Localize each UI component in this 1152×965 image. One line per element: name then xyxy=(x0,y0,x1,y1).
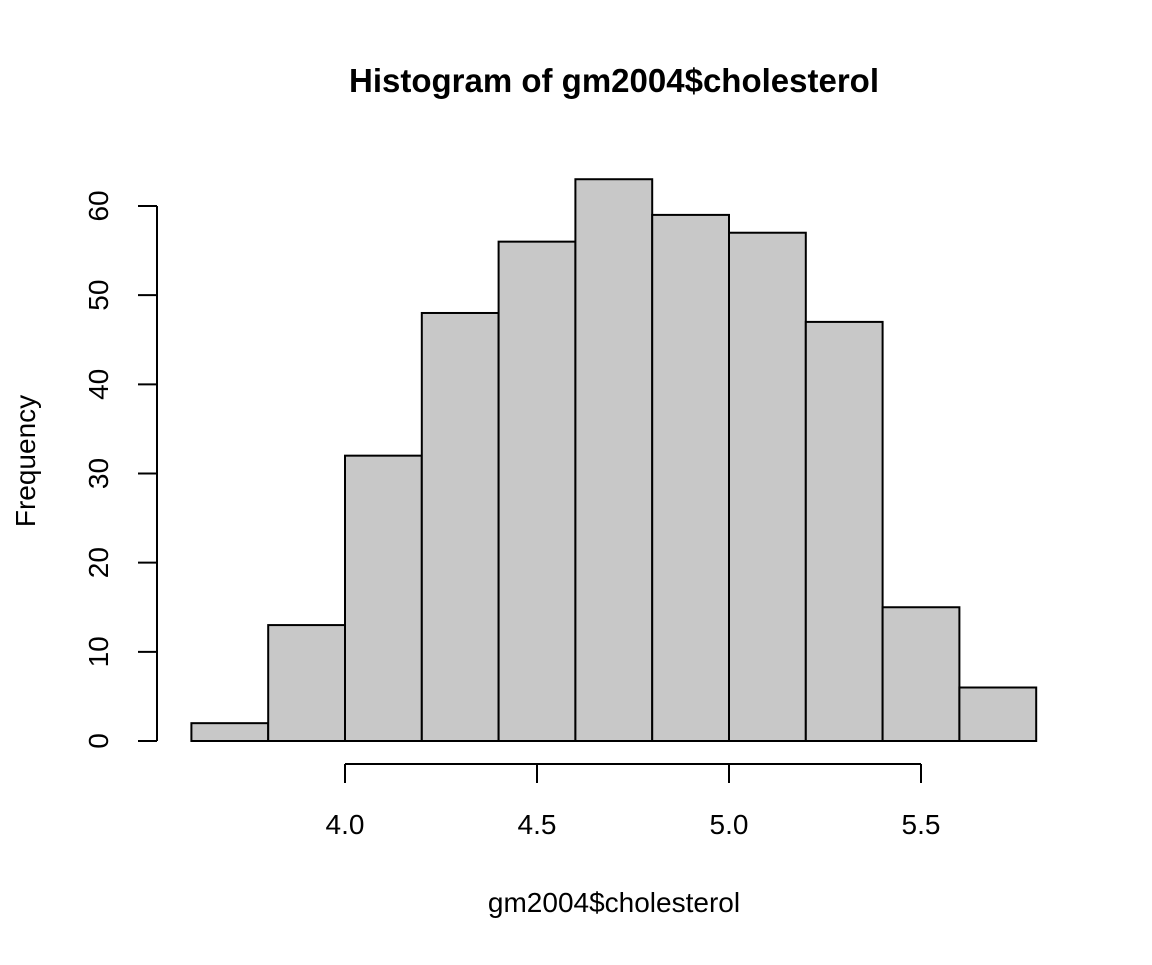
histogram-bar-3 xyxy=(344,454,423,742)
y-axis: 0 10 20 30 40 50 60 xyxy=(83,190,158,749)
histogram-bar-4 xyxy=(420,311,500,742)
histogram-bar-7 xyxy=(651,213,731,742)
y-tick-label-50: 50 xyxy=(83,280,114,311)
bars-layer xyxy=(190,178,1038,743)
x-tick-label-5.0: 5.0 xyxy=(710,809,749,840)
x-axis: 4.0 4.5 5.0 5.5 xyxy=(326,763,941,840)
x-tick-label-4.0: 4.0 xyxy=(326,809,365,840)
y-axis-label: Frequency xyxy=(10,395,41,527)
histogram-bar-9 xyxy=(804,320,884,742)
y-tick-label-0: 0 xyxy=(83,733,114,749)
histogram-bar-2 xyxy=(267,624,347,743)
histogram-bar-10 xyxy=(881,606,961,742)
histogram-bar-8 xyxy=(728,231,807,742)
y-tick-label-20: 20 xyxy=(83,547,114,578)
histogram-bar-11 xyxy=(958,686,1038,742)
x-tick-label-5.5: 5.5 xyxy=(902,809,941,840)
y-tick-label-10: 10 xyxy=(83,636,114,667)
histogram-bar-1 xyxy=(190,722,270,742)
chart-title: Histogram of gm2004$cholesterol xyxy=(349,62,879,99)
y-tick-label-60: 60 xyxy=(83,190,114,221)
x-axis-label: gm2004$cholesterol xyxy=(488,887,740,918)
y-tick-label-30: 30 xyxy=(83,458,114,489)
histogram-bar-6 xyxy=(574,178,654,743)
y-tick-label-40: 40 xyxy=(83,369,114,400)
x-tick-label-4.5: 4.5 xyxy=(518,809,557,840)
histogram-bar-5 xyxy=(497,240,577,742)
